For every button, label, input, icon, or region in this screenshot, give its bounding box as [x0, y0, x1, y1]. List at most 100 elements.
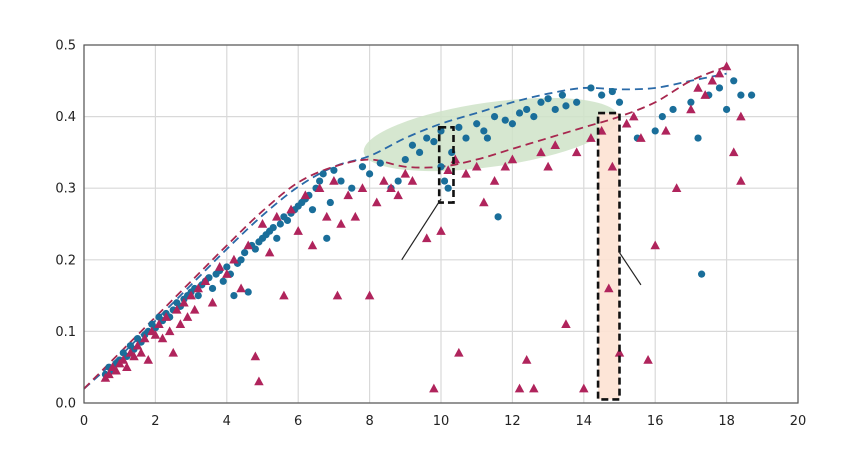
data-point-triangle: [350, 211, 361, 221]
data-point-triangle: [254, 376, 264, 386]
data-point-triangle: [189, 304, 200, 314]
data-point-circle: [562, 102, 570, 110]
data-point-circle: [537, 98, 545, 106]
data-point-circle: [651, 127, 659, 135]
data-point-circle: [269, 223, 277, 232]
envelope-curve: [83, 72, 727, 390]
data-point-triangle: [154, 319, 164, 328]
data-point-circle: [687, 98, 695, 106]
y-tick-label: 0.0: [55, 397, 76, 412]
data-point-circle: [523, 105, 531, 114]
data-point-triangle: [693, 82, 703, 92]
data-point-triangle: [479, 197, 489, 207]
data-point-triangle: [407, 176, 418, 185]
data-point-circle: [494, 213, 502, 221]
data-point-triangle: [172, 304, 182, 314]
data-point-circle: [208, 284, 217, 293]
data-point-circle: [237, 256, 245, 264]
data-point-triangle: [707, 75, 718, 85]
highlight-ellipse: [363, 97, 619, 172]
data-point-triangle: [122, 362, 132, 371]
data-point-triangle: [200, 276, 211, 286]
data-point-circle: [337, 177, 345, 185]
data-point-triangle: [314, 183, 325, 192]
data-point-circle: [223, 263, 231, 271]
data-point-triangle: [393, 190, 403, 200]
data-point-circle: [319, 170, 327, 178]
data-point-circle: [694, 134, 702, 142]
data-point-circle: [323, 234, 331, 242]
data-point-circle: [530, 113, 538, 121]
x-tick-label: 8: [365, 414, 373, 429]
data-point-triangle: [357, 183, 368, 192]
data-point-circle: [558, 91, 566, 99]
data-point-triangle: [443, 165, 453, 175]
data-point-triangle: [429, 383, 439, 393]
data-point-triangle: [132, 340, 143, 350]
data-point-circle: [348, 184, 356, 192]
data-point-triangle: [671, 183, 682, 192]
data-point-triangle: [214, 261, 225, 271]
data-point-circle: [440, 177, 449, 185]
data-point-triangle: [454, 347, 464, 357]
x-tick-label: 20: [790, 414, 807, 429]
data-point-triangle: [264, 247, 275, 257]
data-point-triangle: [629, 111, 639, 121]
data-point-circle: [205, 274, 213, 282]
data-point-circle: [737, 91, 745, 99]
data-point-triangle: [332, 290, 343, 300]
data-point-triangle: [471, 161, 482, 171]
data-point-triangle: [139, 333, 150, 343]
data-point-triangle: [161, 312, 171, 321]
data-point-triangle: [571, 147, 582, 157]
data-point-circle: [230, 292, 238, 300]
data-point-circle: [544, 95, 552, 103]
data-point-triangle: [650, 240, 660, 250]
data-point-triangle: [279, 290, 289, 300]
x-tick-label: 10: [433, 414, 450, 429]
x-axis-ticks: 0 2 4 6 8 10 12 14 16 18 20: [80, 414, 806, 429]
data-point-circle: [730, 77, 738, 85]
x-tick-label: 6: [294, 414, 302, 429]
x-tick-label: 0: [80, 414, 88, 429]
data-point-triangle: [461, 168, 471, 178]
data-point-triangle: [536, 147, 546, 157]
data-point-triangle: [636, 133, 646, 142]
data-point-circle: [462, 134, 470, 142]
data-point-circle: [480, 127, 488, 135]
data-points: [100, 61, 756, 393]
data-point-circle: [316, 177, 324, 185]
data-point-triangle: [179, 297, 189, 307]
data-point-triangle: [436, 226, 446, 235]
leader-line: [401, 198, 442, 261]
data-point-circle: [415, 148, 424, 156]
data-point-circle: [587, 84, 595, 92]
data-point-triangle: [379, 176, 389, 185]
data-point-triangle: [500, 161, 511, 171]
data-point-circle: [508, 120, 516, 128]
leader-lines: [401, 198, 642, 286]
data-point-circle: [430, 138, 438, 146]
data-point-triangle: [364, 290, 375, 300]
data-point-triangle: [250, 351, 261, 361]
data-point-circle: [276, 220, 284, 228]
x-tick-label: 12: [504, 414, 521, 429]
data-point-circle: [308, 206, 317, 214]
leader-line: [619, 252, 642, 286]
data-point-triangle: [686, 104, 696, 114]
data-point-circle: [366, 170, 374, 178]
data-point-triangle: [229, 254, 239, 264]
data-point-circle: [273, 234, 281, 242]
data-point-triangle: [129, 351, 139, 361]
data-point-circle: [698, 270, 706, 278]
y-axis-ticks: 0.0 0.1 0.2 0.3 0.4 0.5: [55, 39, 76, 412]
data-point-circle: [244, 288, 252, 296]
data-point-triangle: [514, 383, 525, 393]
data-point-circle: [408, 141, 417, 149]
data-point-circle: [515, 109, 524, 117]
data-point-triangle: [322, 211, 332, 221]
data-point-circle: [551, 105, 559, 114]
data-point-triangle: [336, 219, 346, 228]
x-tick-label: 16: [647, 414, 664, 429]
